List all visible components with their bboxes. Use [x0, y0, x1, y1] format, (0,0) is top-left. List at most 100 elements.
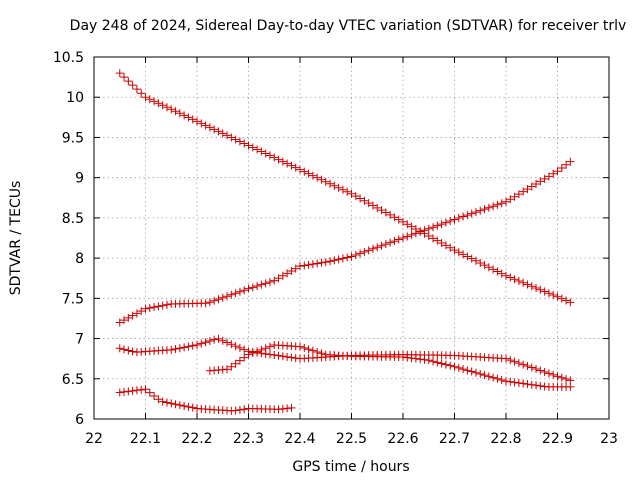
data-point	[201, 121, 210, 130]
data-point	[283, 269, 292, 278]
data-point	[205, 298, 214, 307]
data-point	[248, 349, 257, 358]
y-axis-label: SDTVAR / TECUs	[8, 181, 24, 296]
data-point	[154, 395, 163, 404]
data-point	[519, 278, 528, 287]
data-point	[274, 155, 283, 164]
data-point	[167, 105, 176, 114]
data-point	[317, 349, 326, 358]
data-point	[441, 360, 450, 369]
data-point	[132, 386, 141, 395]
data-point	[244, 141, 253, 150]
data-point	[377, 241, 386, 250]
data-point	[532, 179, 541, 188]
series-middle	[115, 334, 575, 385]
data-point	[145, 95, 154, 104]
data-point	[154, 99, 163, 108]
data-point	[433, 236, 442, 245]
data-point	[128, 386, 137, 395]
data-point	[205, 336, 214, 345]
data-point	[300, 261, 309, 270]
data-point	[364, 199, 373, 208]
data-point	[287, 403, 296, 412]
data-point	[167, 345, 176, 354]
data-point	[527, 363, 536, 372]
x-tick-label: 22.2	[181, 431, 212, 447]
data-point	[231, 135, 240, 144]
data-point	[120, 316, 129, 325]
data-point	[180, 401, 189, 410]
data-point	[150, 391, 159, 400]
data-point	[437, 220, 446, 229]
data-point	[321, 258, 330, 267]
data-point	[175, 344, 184, 353]
data-point	[424, 356, 433, 365]
data-point	[514, 190, 523, 199]
x-tick-label: 22.6	[387, 431, 418, 447]
data-point	[544, 289, 553, 298]
data-point	[532, 364, 541, 373]
data-point	[420, 355, 429, 364]
data-point	[308, 171, 317, 180]
data-point	[368, 244, 377, 253]
data-point	[532, 381, 541, 390]
data-point	[527, 282, 536, 291]
data-point	[514, 359, 523, 368]
data-point	[502, 377, 510, 386]
data-point	[566, 157, 575, 166]
data-point	[317, 258, 326, 267]
data-point	[137, 385, 146, 394]
data-point	[227, 340, 236, 349]
x-tick-label: 22.1	[130, 431, 161, 447]
data-point	[235, 356, 244, 365]
data-point	[424, 224, 433, 233]
data-point	[253, 347, 262, 356]
data-point	[214, 295, 223, 304]
data-point	[171, 345, 180, 354]
data-point	[471, 368, 480, 377]
data-point	[532, 284, 541, 293]
data-point	[308, 260, 317, 269]
data-point	[197, 339, 206, 348]
data-point	[562, 160, 571, 169]
data-point	[523, 362, 532, 371]
data-point	[403, 220, 412, 229]
data-point	[257, 280, 266, 289]
data-point	[557, 164, 566, 173]
data-point	[218, 129, 227, 138]
data-point	[321, 177, 330, 186]
data-point	[124, 387, 133, 396]
data-point	[317, 175, 326, 184]
data-point	[429, 234, 438, 243]
data-point	[347, 252, 356, 261]
data-point	[356, 249, 365, 258]
data-point	[287, 161, 296, 170]
data-point	[360, 196, 369, 205]
data-point	[446, 217, 455, 226]
series-descending	[115, 69, 575, 307]
data-point	[240, 286, 249, 295]
data-point	[223, 338, 232, 347]
data-point	[334, 183, 343, 192]
data-point	[270, 351, 279, 360]
data-point	[506, 273, 515, 282]
data-point	[248, 143, 257, 152]
data-point	[364, 246, 373, 255]
data-point	[304, 169, 313, 178]
data-point	[394, 235, 403, 244]
data-point	[184, 342, 193, 351]
data-point	[437, 239, 446, 248]
data-point	[381, 208, 390, 217]
data-point	[253, 145, 262, 154]
data-point	[540, 287, 549, 296]
data-point	[278, 271, 287, 280]
data-point	[137, 307, 146, 316]
data-point	[454, 248, 463, 257]
data-point	[124, 346, 133, 355]
data-point	[463, 211, 472, 220]
x-tick-label: 22	[85, 431, 103, 447]
x-axis-label: GPS time / hours	[292, 459, 409, 475]
data-point	[291, 264, 300, 273]
data-point	[124, 313, 133, 322]
